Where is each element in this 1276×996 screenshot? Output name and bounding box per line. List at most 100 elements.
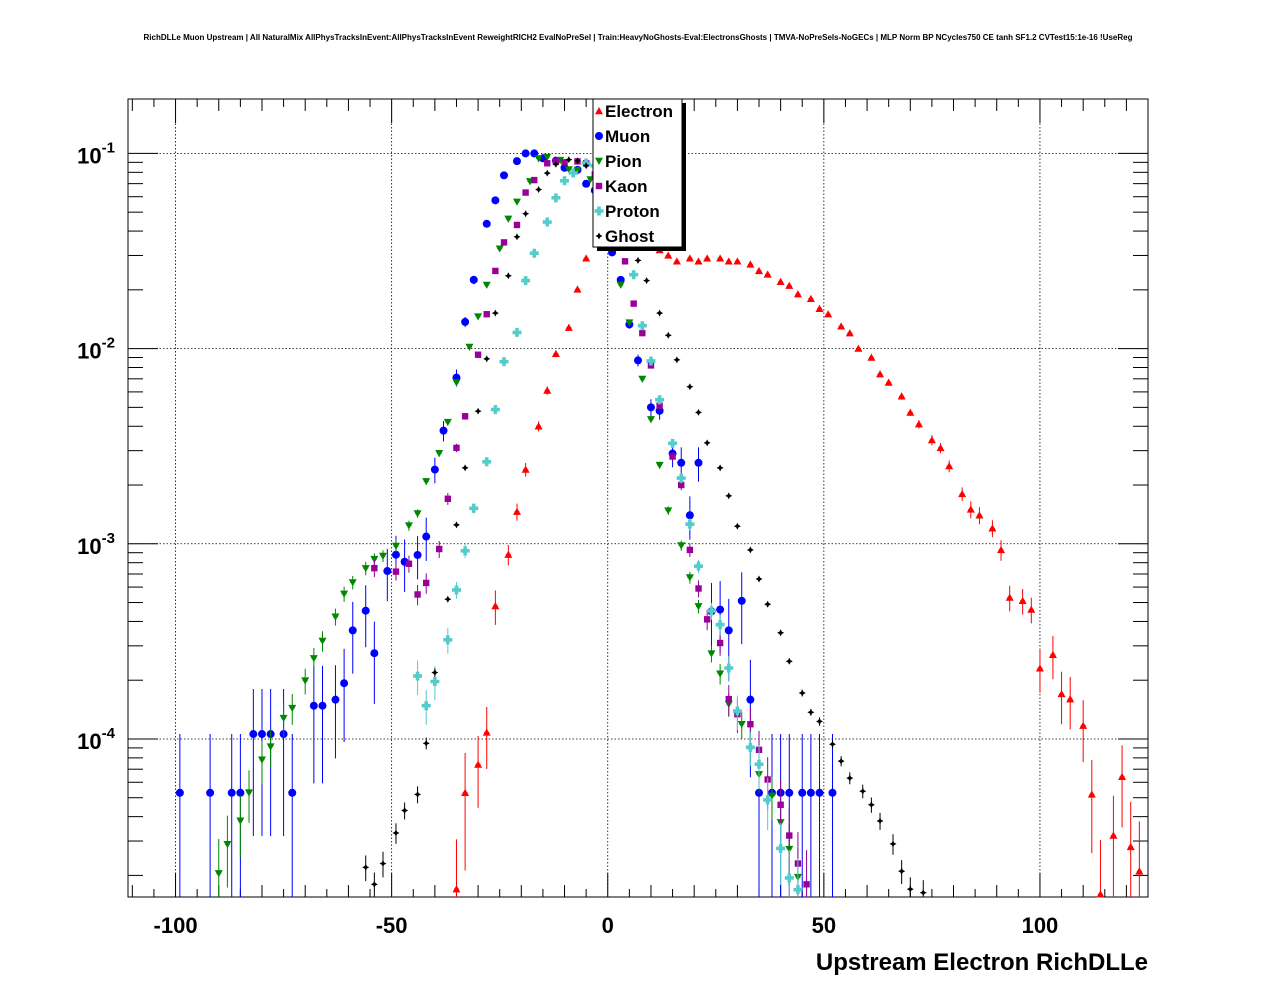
pion-marker [318, 637, 327, 645]
ghost-marker [846, 774, 854, 782]
kaon-point [639, 329, 646, 337]
proton-marker [521, 276, 531, 286]
electron-marker [551, 349, 560, 358]
proton-marker [694, 561, 704, 571]
electron-point [763, 270, 772, 278]
pion-marker [586, 176, 595, 184]
pion-marker [404, 522, 413, 530]
electron-marker [988, 524, 997, 532]
muon-marker [716, 605, 725, 614]
electron-point [521, 463, 530, 477]
pion-marker [512, 198, 521, 206]
pion-marker [236, 817, 245, 825]
ghost-marker [643, 277, 651, 285]
pion-point [257, 740, 266, 785]
electron-point [534, 421, 543, 432]
kaon-point [561, 159, 568, 166]
pion-point [655, 461, 664, 470]
ghost-marker [919, 889, 927, 897]
electron-marker [512, 507, 521, 515]
pion-marker [266, 743, 275, 751]
electron-point [504, 545, 513, 566]
pion-point [482, 281, 491, 289]
electron-marker [975, 511, 984, 519]
electron-marker [763, 270, 772, 278]
ghost-marker [543, 169, 551, 177]
electron-marker [824, 310, 833, 318]
pion-point [236, 795, 245, 858]
pion-point [737, 711, 746, 739]
muon-marker [331, 695, 340, 704]
ghost-marker [444, 595, 452, 603]
proton-point [551, 193, 561, 203]
electron-marker [958, 489, 967, 498]
legend-marker-pion [595, 157, 603, 165]
pion-marker [443, 418, 452, 427]
kaon-marker [544, 160, 551, 167]
electron-point [491, 590, 500, 625]
proton-point [421, 690, 431, 725]
proton-marker [724, 663, 734, 673]
kaon-marker [405, 560, 413, 567]
electron-point [936, 442, 945, 454]
muon-point [491, 196, 500, 205]
ghost-marker [535, 186, 543, 194]
proton-marker [706, 606, 716, 616]
proton-point [646, 356, 656, 366]
kaon-marker [678, 481, 685, 489]
x-tick-label: -50 [376, 913, 408, 938]
pion-marker [504, 215, 513, 223]
muon-point [430, 457, 439, 484]
ghost-marker [816, 717, 824, 725]
kaon-marker [461, 413, 469, 420]
ghost-marker [898, 867, 906, 875]
ghost-marker [755, 575, 763, 583]
electron-point [672, 257, 681, 265]
ghost-marker [422, 739, 430, 747]
pion-point [543, 153, 552, 162]
electron-marker [474, 760, 483, 768]
proton-marker [745, 742, 755, 752]
ghost-marker [746, 546, 754, 554]
electron-marker [876, 370, 885, 378]
electron-point [1079, 700, 1088, 763]
proton-marker [451, 585, 461, 595]
proton-marker [443, 635, 453, 645]
ghost-marker [733, 522, 741, 530]
muon-point [309, 665, 318, 784]
muon-point [206, 734, 215, 897]
electron-point [824, 310, 833, 318]
pion-point [331, 608, 340, 626]
legend-label-proton: Proton [605, 202, 660, 221]
pion-marker [685, 574, 694, 582]
electron-point [876, 370, 885, 378]
pion-marker [655, 461, 664, 470]
proton-marker [430, 676, 440, 686]
electron-marker [845, 329, 854, 337]
ghost-marker [889, 840, 897, 848]
ghost-point [379, 851, 387, 878]
kaon-marker [522, 189, 529, 196]
muon-point [175, 734, 184, 897]
ghost-point [513, 233, 521, 241]
proton-marker [637, 321, 647, 331]
x-tick-labels: -100 -50 0 50 100 [154, 913, 1059, 938]
electron-point [1096, 839, 1105, 898]
electron-marker [1027, 605, 1036, 613]
electron-point [1057, 671, 1066, 725]
kaon-point [513, 221, 521, 229]
ghost-point [362, 855, 370, 882]
muon-marker [361, 606, 370, 615]
electron-point [1087, 760, 1096, 854]
proton-marker [646, 356, 656, 366]
electron-point [1066, 676, 1075, 730]
ghost-point [461, 464, 469, 472]
electron-marker [491, 601, 500, 610]
muon-point [737, 572, 746, 645]
electron-point [1118, 745, 1127, 828]
ghost-point [370, 872, 378, 897]
proton-point [655, 395, 665, 405]
muon-marker [512, 157, 521, 166]
ghost-marker [474, 407, 482, 415]
electron-marker [482, 728, 491, 736]
